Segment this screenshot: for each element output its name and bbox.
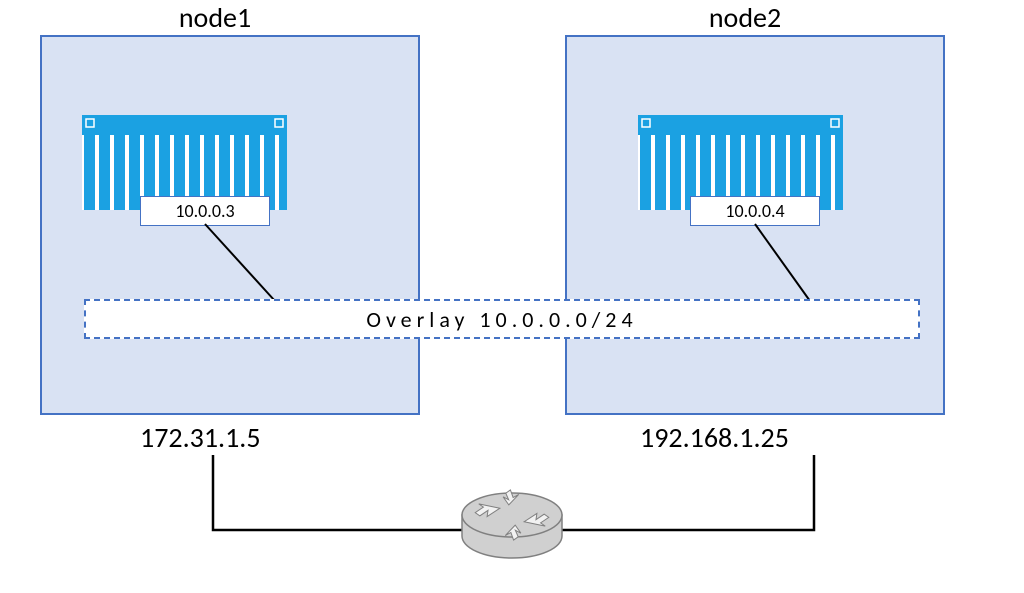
node2-ip: 192.168.1.25 [640,420,789,455]
overlay-network-box: Overlay 10.0.0.0/24 [84,299,920,339]
diagram-canvas: node1 node2 [0,0,1024,593]
container1-ip-label: 10.0.0.3 [140,196,270,226]
node2-title: node2 [685,0,805,35]
overlay-network-label: Overlay 10.0.0.0/24 [366,306,637,333]
container2-ip-label: 10.0.0.4 [690,196,820,226]
node1-ip: 172.31.1.5 [140,420,261,455]
node1-title: node1 [155,0,275,35]
router-icon [462,489,562,558]
